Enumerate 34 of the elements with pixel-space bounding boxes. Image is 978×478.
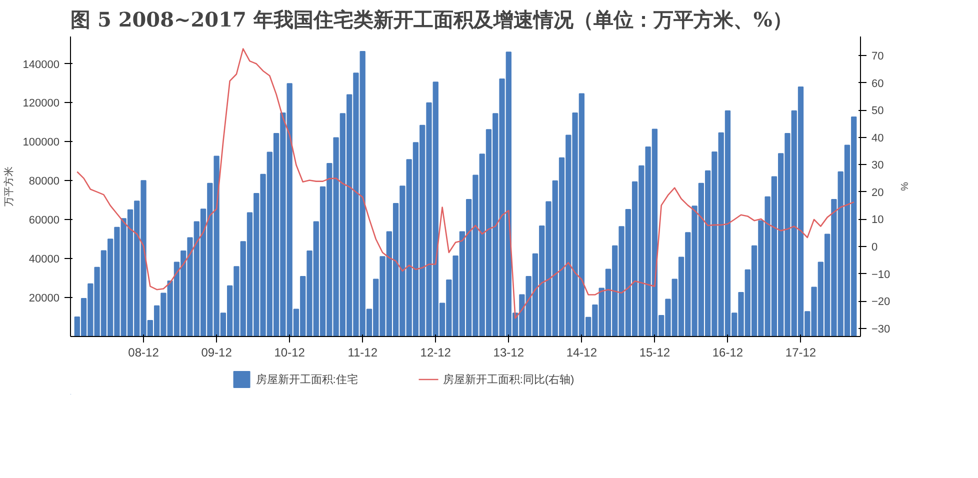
y2-tick-label: 30	[872, 160, 884, 172]
y2-tick-label: 10	[872, 214, 884, 226]
x-tick-label: 08-12	[128, 346, 160, 360]
y-tick-label: 140000	[22, 58, 60, 71]
x-tick-label: 16-12	[712, 346, 744, 360]
y2-tick-label: −30	[872, 323, 890, 336]
y2-tick-label: 0	[872, 242, 878, 254]
y2-tick-label: 70	[872, 50, 884, 63]
y-tick-label: 120000	[22, 98, 60, 110]
y2-tick-label: 60	[872, 78, 884, 90]
x-tick-label: 15-12	[639, 346, 670, 360]
y2-tick-label: 40	[872, 132, 884, 144]
y-tick-label: 40000	[28, 254, 60, 266]
y2-tick-label: 20	[872, 186, 884, 199]
y2-tick-label: 50	[872, 105, 884, 118]
chart-title: 图 5 2008~2017 年我国住宅类新开工面积及增速情况（单位：万平方米、%）	[70, 8, 792, 32]
x-tick-label: 10-12	[274, 346, 306, 360]
x-tick-label: 14-12	[566, 346, 598, 360]
x-tick-label: 13-12	[493, 346, 524, 360]
legend-label: 房屋新开工面积:住宅	[256, 372, 358, 386]
y-tick-label: 80000	[28, 176, 60, 188]
y2-axis-title: %	[898, 182, 910, 192]
y2-tick-label: −10	[872, 268, 890, 281]
legend-label: 房屋新开工面积:同比(右轴)	[442, 372, 574, 386]
x-tick-label: 12-12	[420, 346, 452, 360]
x-tick-label: 17-12	[785, 346, 816, 360]
y-tick-label: 60000	[28, 214, 60, 227]
y-tick-label: 20000	[28, 292, 60, 305]
x-tick-label: 11-12	[348, 346, 378, 360]
y2-tick-label: −20	[872, 296, 890, 308]
y-axis-title: 万平方米	[2, 166, 15, 206]
y-tick-label: 100000	[22, 136, 60, 149]
x-tick-label: 09-12	[201, 346, 232, 360]
line-series	[76, 48, 855, 319]
